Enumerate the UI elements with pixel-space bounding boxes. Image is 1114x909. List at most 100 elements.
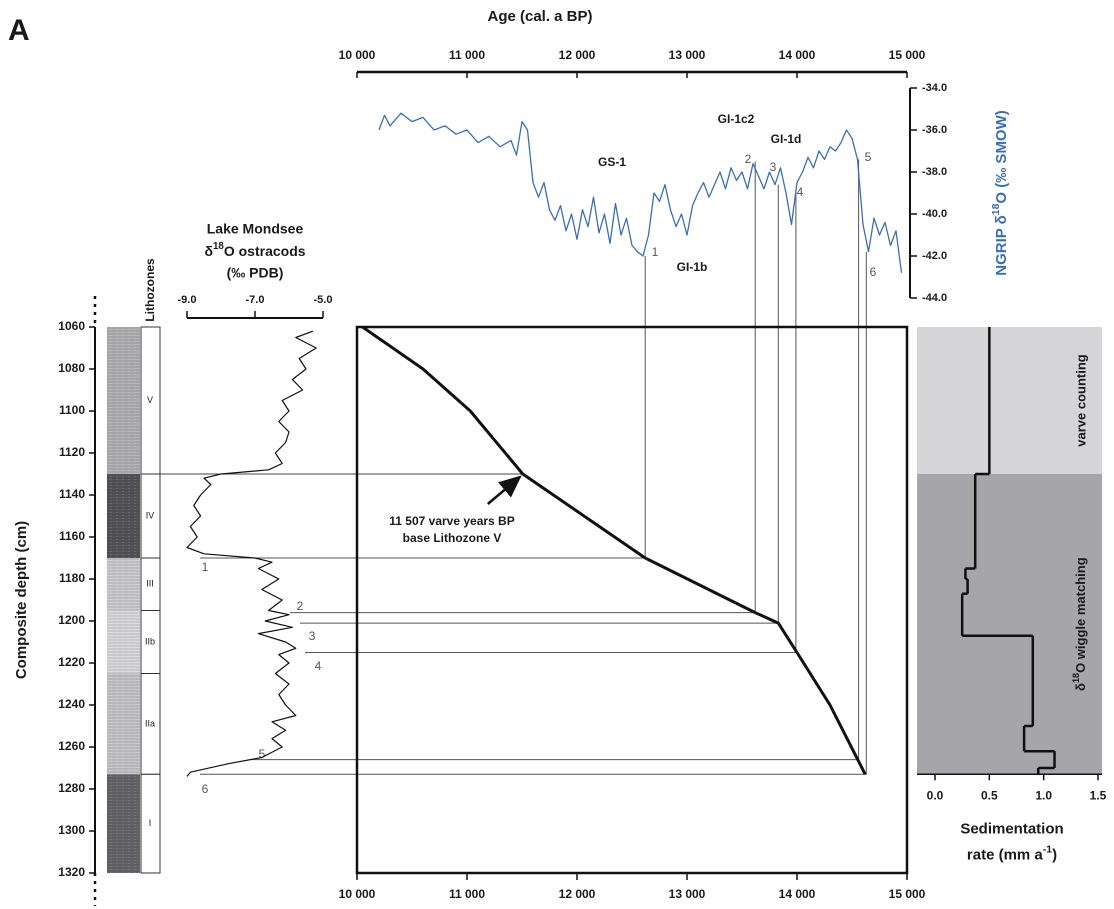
x-axis-title: rate (mm a-1) [967, 843, 1057, 863]
annotation: base Lithozone V [403, 531, 502, 545]
ostracod-title-sup: 18 [213, 241, 224, 252]
x-axis-title-sup: -1 [1043, 843, 1052, 855]
tie-label: 1 [652, 245, 659, 259]
y-tick-label: -34.0 [922, 82, 947, 94]
annotation-arrow [486, 475, 522, 505]
y-tick-label: 1200 [58, 613, 85, 627]
lithology-texture [107, 327, 140, 873]
data-line [186, 330, 317, 777]
ostracod-title-part: δ [204, 243, 213, 259]
x-tick-label: 14 000 [779, 48, 816, 62]
y-tick-label: 1120 [59, 445, 85, 459]
y-tick-label: -44.0 [922, 292, 947, 304]
y-tick-label: 1260 [58, 739, 85, 753]
y-axis-title: Composite depth (cm) [13, 521, 30, 679]
lithozone-label-box [140, 773, 161, 874]
period-label: GI-1b [677, 260, 708, 274]
y-axis-title: NGRIP δ18O (‰ SMOW) [990, 110, 1010, 276]
period-label: GI-1c2 [718, 112, 755, 126]
x-tick-label: 0.5 [981, 788, 998, 802]
x-tick-label: 13 000 [669, 887, 706, 901]
tie-line [300, 184, 779, 624]
tie-label: 4 [797, 185, 804, 199]
panel-label: A [8, 14, 30, 47]
x-tick-label: 13 000 [669, 48, 706, 62]
y-tick-label: 1100 [59, 403, 85, 417]
x-tick-label: 11 000 [449, 48, 485, 62]
tie-label: 3 [309, 629, 316, 643]
y-tick-label: -42.0 [922, 250, 947, 262]
tie-label: 2 [297, 599, 304, 613]
x-tick-label: 12 000 [559, 887, 596, 901]
y-axis-title-sup: 18 [990, 203, 1002, 215]
x-tick-label: 15 000 [889, 887, 926, 901]
y-tick-label: 1220 [58, 655, 85, 669]
y-tick-label: 1180 [59, 571, 85, 585]
lithozone-label: IIa [145, 718, 155, 728]
y-tick-label: 1140 [59, 487, 85, 501]
x-axis-title: Sedimentation [960, 820, 1063, 837]
annotation: 11 507 varve years BP [389, 514, 514, 528]
tie-label: 2 [745, 152, 752, 166]
tie-line [250, 159, 860, 761]
x-tick-label: 1.0 [1035, 788, 1052, 802]
y-tick-label: 1160 [59, 529, 85, 543]
lithozone-label: I [149, 818, 152, 828]
lithozone-label: V [147, 395, 153, 405]
y-tick-label: 1060 [58, 319, 85, 333]
zone-label-part: δ [1073, 683, 1088, 691]
lithozones-title: Lithozones [143, 258, 157, 322]
ostracod-title-part: O ostracods [224, 243, 306, 259]
method-zone [917, 474, 1102, 775]
y-tick-label: 1240 [58, 697, 85, 711]
x-tick-label: 10 000 [339, 887, 376, 901]
plot-frame [355, 325, 909, 875]
x-axis-title-part: ) [1052, 846, 1057, 863]
zone-label-sup: 18 [1071, 673, 1081, 683]
period-label: GS-1 [598, 155, 626, 169]
x-tick-label: 14 000 [779, 887, 816, 901]
lithozone-label: IIb [145, 636, 155, 646]
y-tick-label: 1300 [58, 823, 85, 837]
zone-label-part: O wiggle matching [1073, 557, 1088, 673]
ostracod-title: (‰ PDB) [227, 265, 284, 281]
tie-label: 6 [870, 265, 877, 279]
lithozone-label: IV [146, 510, 155, 520]
y-tick-label: -40.0 [922, 208, 947, 220]
x-tick-label: -5.0 [314, 294, 333, 306]
x-axis-title: Age (cal. a BP) [487, 8, 592, 25]
period-label: GI-1d [771, 132, 802, 146]
y-axis-title-part: NGRIP δ [993, 215, 1010, 276]
x-tick-label: 12 000 [559, 48, 596, 62]
x-tick-label: 10 000 [339, 48, 376, 62]
y-tick-label: 1320 [58, 865, 85, 879]
x-axis-title-part: rate (mm a [967, 846, 1044, 863]
tie-label: 5 [259, 747, 266, 761]
data-line [378, 112, 903, 273]
lithozone-label: III [146, 579, 154, 589]
zone-label: δ18O wiggle matching [1071, 557, 1088, 691]
zone-label: varve counting [1073, 354, 1088, 447]
ostracod-title: δ18O ostracods [204, 241, 305, 259]
tie-label: 6 [202, 782, 209, 796]
data-line [361, 325, 867, 775]
tie-line [305, 193, 797, 653]
x-tick-label: 0.0 [927, 788, 944, 802]
method-zone [917, 327, 1102, 474]
tie-line [200, 251, 867, 775]
x-tick-label: 1.5 [1090, 788, 1107, 802]
y-tick-label: -38.0 [922, 166, 947, 178]
ostracod-title: Lake Mondsee [207, 221, 304, 237]
tie-label: 1 [202, 560, 209, 574]
x-tick-label: 11 000 [449, 887, 485, 901]
y-tick-label: -36.0 [922, 124, 947, 136]
tie-label: 3 [770, 160, 777, 174]
tie-label: 4 [315, 659, 322, 673]
tie-label: 5 [865, 150, 872, 164]
x-tick-label: -7.0 [246, 294, 265, 306]
y-axis-title-part: O (‰ SMOW) [993, 110, 1010, 203]
y-tick-label: 1080 [58, 361, 85, 375]
y-tick-label: 1280 [58, 781, 85, 795]
x-tick-label: 15 000 [889, 48, 926, 62]
x-tick-label: -9.0 [178, 294, 197, 306]
